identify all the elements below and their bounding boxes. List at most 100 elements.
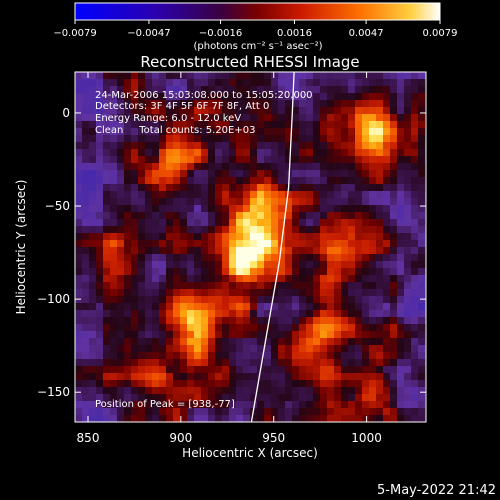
heatmap-cell	[355, 352, 363, 360]
heatmap-cell	[229, 310, 237, 318]
heatmap-cell	[404, 191, 412, 199]
heatmap-cell	[334, 254, 342, 262]
heatmap-cell	[229, 247, 237, 255]
heatmap-cell	[285, 261, 293, 269]
heatmap-cell	[376, 296, 384, 304]
heatmap-cell	[96, 93, 104, 101]
heatmap-cell	[313, 114, 321, 122]
heatmap-cell	[355, 93, 363, 101]
heatmap-cell	[208, 128, 216, 136]
heatmap-cell	[383, 128, 391, 136]
heatmap-cell	[271, 394, 279, 402]
x-tick-label: 950	[262, 431, 285, 445]
heatmap-cell	[187, 205, 195, 213]
heatmap-cell	[390, 72, 398, 80]
heatmap-cell	[159, 226, 167, 234]
heatmap-cell	[229, 191, 237, 199]
heatmap-cell	[145, 205, 153, 213]
heatmap-cell	[334, 345, 342, 353]
heatmap-cell	[313, 184, 321, 192]
heatmap-cell	[236, 86, 244, 94]
heatmap-cell	[173, 114, 181, 122]
heatmap-cell	[89, 366, 97, 374]
heatmap-cell	[313, 268, 321, 276]
heatmap-cell	[75, 100, 83, 108]
heatmap-cell	[327, 170, 335, 178]
heatmap-cell	[292, 205, 300, 213]
heatmap-cell	[152, 275, 160, 283]
heatmap-cell	[173, 219, 181, 227]
heatmap-cell	[166, 72, 174, 80]
heatmap-cell	[208, 352, 216, 360]
heatmap-cell	[222, 177, 230, 185]
heatmap-cell	[222, 338, 230, 346]
heatmap-cell	[306, 142, 314, 150]
heatmap-cell	[180, 226, 188, 234]
heatmap-cell	[138, 226, 146, 234]
heatmap-cell	[418, 156, 426, 164]
heatmap-cell	[341, 100, 349, 108]
heatmap-cell	[180, 191, 188, 199]
heatmap-cell	[320, 324, 328, 332]
heatmap-cell	[229, 275, 237, 283]
heatmap-cell	[320, 212, 328, 220]
heatmap-cell	[313, 282, 321, 290]
heatmap-cell	[271, 310, 279, 318]
heatmap-cell	[229, 163, 237, 171]
heatmap-cell	[390, 212, 398, 220]
heatmap-cell	[355, 317, 363, 325]
heatmap-cell	[299, 93, 307, 101]
heatmap-cell	[138, 345, 146, 353]
heatmap-cell	[236, 79, 244, 87]
heatmap-cell	[257, 121, 265, 129]
heatmap-cell	[236, 184, 244, 192]
heatmap-cell	[397, 317, 405, 325]
heatmap-cell	[243, 170, 251, 178]
heatmap-cell	[187, 303, 195, 311]
heatmap-cell	[131, 387, 139, 395]
heatmap-cell	[110, 86, 118, 94]
heatmap-cell	[341, 387, 349, 395]
heatmap-cell	[201, 331, 209, 339]
heatmap-cell	[390, 93, 398, 101]
heatmap-cell	[236, 359, 244, 367]
heatmap-cell	[194, 93, 202, 101]
heatmap-cell	[103, 317, 111, 325]
heatmap-cell	[208, 100, 216, 108]
heatmap-cell	[271, 107, 279, 115]
heatmap-cell	[180, 128, 188, 136]
heatmap-cell	[96, 324, 104, 332]
heatmap-cell	[404, 205, 412, 213]
heatmap-cell	[418, 289, 426, 297]
heatmap-cell	[278, 93, 286, 101]
heatmap-cell	[124, 261, 132, 269]
heatmap-cell	[404, 359, 412, 367]
heatmap-cell	[250, 373, 258, 381]
heatmap-cell	[103, 135, 111, 143]
heatmap-cell	[96, 373, 104, 381]
heatmap-cell	[306, 317, 314, 325]
heatmap-cell	[355, 184, 363, 192]
heatmap-cell	[117, 205, 125, 213]
heatmap-cell	[159, 352, 167, 360]
heatmap-cell	[362, 394, 370, 402]
heatmap-cell	[173, 345, 181, 353]
heatmap-cell	[215, 100, 223, 108]
heatmap-cell	[355, 254, 363, 262]
heatmap-cell	[264, 261, 272, 269]
heatmap-cell	[299, 387, 307, 395]
heatmap-cell	[75, 254, 83, 262]
heatmap-cell	[173, 93, 181, 101]
heatmap-cell	[383, 282, 391, 290]
heatmap-cell	[166, 394, 174, 402]
heatmap-cell	[250, 219, 258, 227]
heatmap-cell	[215, 338, 223, 346]
heatmap-cell	[376, 282, 384, 290]
heatmap-cell	[103, 359, 111, 367]
heatmap-cell	[334, 212, 342, 220]
heatmap-cell	[390, 310, 398, 318]
heatmap-cell	[82, 387, 90, 395]
heatmap-cell	[327, 282, 335, 290]
heatmap-cell	[215, 359, 223, 367]
heatmap-cell	[369, 408, 377, 416]
